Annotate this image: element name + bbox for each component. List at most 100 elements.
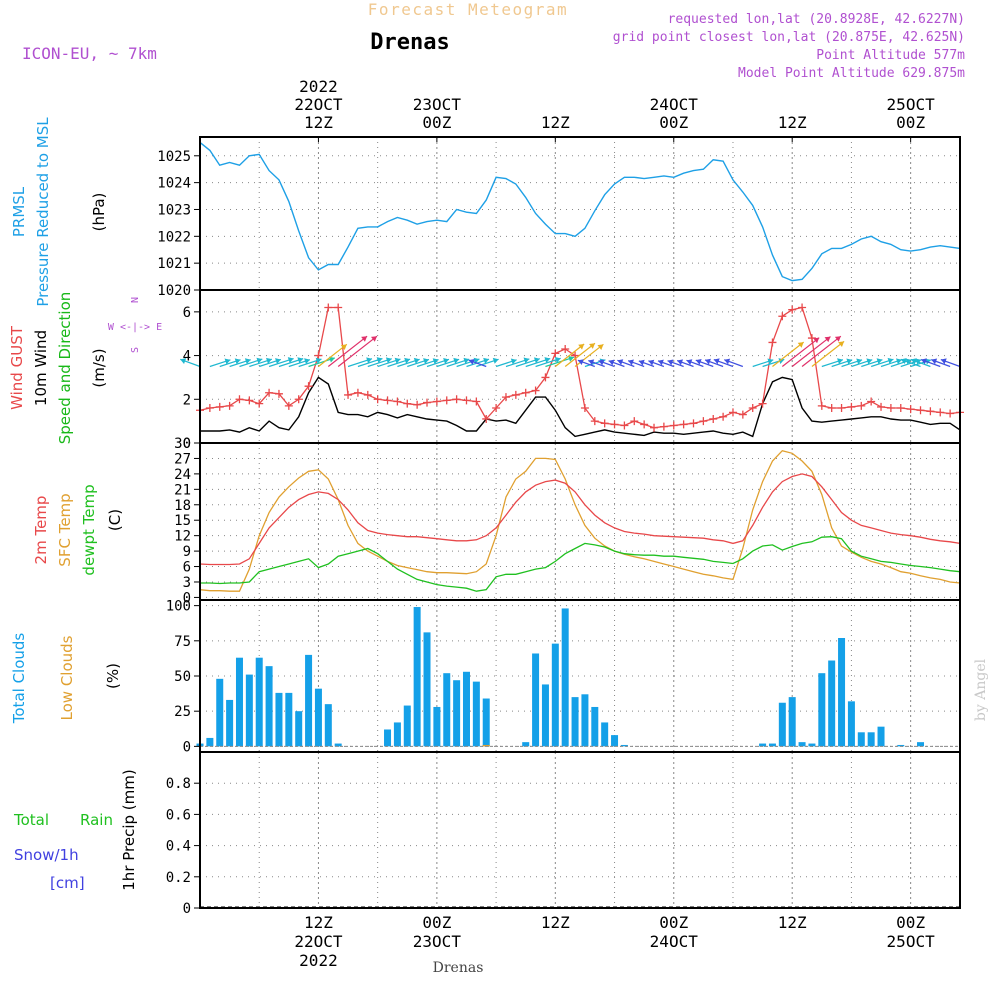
- wind-arrow-head: [686, 359, 693, 366]
- wind-arrow-head: [523, 357, 530, 364]
- gust-marker: [768, 338, 777, 347]
- cloud-bar: [206, 737, 214, 747]
- wind-arrow-head: [638, 359, 645, 366]
- y-tick-label: 0.4: [166, 839, 191, 855]
- gust-marker: [738, 410, 747, 419]
- cloud-bar: [759, 743, 767, 747]
- gust-marker: [492, 404, 501, 413]
- wind-arrow-head: [244, 358, 251, 365]
- top-time-label: 24OCT: [650, 95, 699, 114]
- gust-marker: [610, 420, 619, 429]
- panel-frame-pressure: [199, 136, 961, 291]
- gust-marker: [531, 386, 540, 395]
- gust-marker: [501, 393, 510, 402]
- gust-marker: [867, 397, 876, 406]
- wind-arrow-head: [578, 343, 585, 350]
- wind-arrow-head: [483, 357, 490, 364]
- gust-marker: [462, 396, 471, 405]
- cloud-bar: [798, 742, 806, 747]
- rain-label: Rain: [80, 811, 113, 829]
- gust-marker: [265, 388, 274, 397]
- wind-arrow: [564, 342, 596, 367]
- gust-marker: [541, 373, 550, 382]
- wind-arrow-head: [554, 356, 561, 363]
- gust-marker: [511, 390, 520, 399]
- gust-marker: [758, 399, 767, 408]
- y-tick-label: 0: [183, 436, 191, 452]
- wind-labels: Wind GUST 10m Wind Speed and Direction (…: [8, 292, 162, 445]
- wind-arrow-head: [588, 359, 595, 366]
- wind-arrow: [801, 335, 842, 367]
- gust-marker: [403, 399, 412, 408]
- gust-marker: [255, 399, 264, 408]
- cloud-bar: [314, 688, 322, 747]
- wind-arrow-head: [677, 359, 684, 366]
- gust-marker: [936, 408, 945, 417]
- cloud-bar: [403, 705, 411, 747]
- cloud-bar: [571, 697, 579, 747]
- wind-arrow-head: [234, 358, 241, 365]
- wind-arrow-head: [824, 336, 831, 343]
- location-footer: Drenas: [433, 960, 484, 976]
- gust-marker: [798, 303, 807, 312]
- bottom-time-label: 12Z: [541, 913, 570, 932]
- y-tick-label: 75: [174, 634, 191, 650]
- wind-arrow-head: [931, 358, 938, 365]
- top-time-label: 22OCT: [294, 95, 343, 114]
- cloud-bar: [324, 704, 332, 747]
- cloud-bar: [838, 638, 846, 747]
- bottom-time-label: 24OCT: [650, 932, 699, 951]
- wind-arrow: [772, 341, 805, 367]
- y-tick-label: 0.8: [166, 776, 191, 792]
- wind-arrow-head: [724, 358, 731, 365]
- gust-marker: [344, 390, 353, 399]
- y-tick-label: 21: [174, 482, 191, 498]
- cloud-bar: [433, 706, 441, 747]
- gust-marker: [847, 402, 856, 411]
- wind-arrow-head: [657, 359, 664, 366]
- gust-marker: [788, 305, 797, 314]
- gust-marker: [689, 419, 698, 428]
- series-wind-gust: [199, 306, 961, 429]
- cloud-bar: [818, 673, 826, 747]
- cloud-bar: [482, 698, 490, 747]
- cloud-bar: [216, 678, 224, 747]
- y-tick-label: 4: [183, 349, 191, 365]
- gust-marker: [442, 396, 451, 405]
- wind-arrow: [327, 335, 368, 367]
- gust-marker: [620, 421, 629, 430]
- y-tick-label: 1020: [157, 283, 191, 299]
- cloud-bar: [235, 657, 243, 747]
- bottom-time-label: 00Z: [896, 913, 925, 932]
- wind-arrow-head: [443, 358, 449, 364]
- series-prmsl: [199, 141, 961, 282]
- wind-arrow: [554, 343, 585, 367]
- pressure-labels: PRMSL Pressure Reduced to MSL (hPa): [10, 117, 108, 307]
- gust-marker: [561, 345, 570, 354]
- y-tick-label: 27: [174, 451, 191, 467]
- panel-frames: [199, 136, 961, 909]
- wind-arrow-head: [597, 344, 604, 350]
- wind-arrow-head: [648, 359, 655, 366]
- gust-marker: [748, 404, 757, 413]
- cloud-bar: [620, 744, 628, 747]
- wind-arrow-head: [921, 358, 927, 365]
- cloud-bar: [591, 706, 599, 747]
- wind-arrow-head: [510, 358, 517, 365]
- wind-arrow-head: [361, 336, 368, 342]
- wind-arrow-head: [856, 358, 863, 365]
- wind-arrow-head: [896, 358, 902, 365]
- cloud-bar: [453, 680, 461, 747]
- y-tick-label: 0.6: [166, 807, 191, 823]
- wind-arrow: [318, 343, 348, 367]
- gust-marker: [363, 390, 372, 399]
- bottom-time-label: 22OCT: [294, 932, 343, 951]
- wind-arrow-head: [413, 357, 420, 364]
- wind-arrow-head: [533, 357, 540, 364]
- gust-marker: [827, 404, 836, 413]
- cloud-bar: [423, 632, 431, 747]
- bottom-time-label: 23OCT: [413, 932, 462, 951]
- gust-marker: [699, 417, 708, 426]
- wind-arrow-head: [492, 357, 499, 364]
